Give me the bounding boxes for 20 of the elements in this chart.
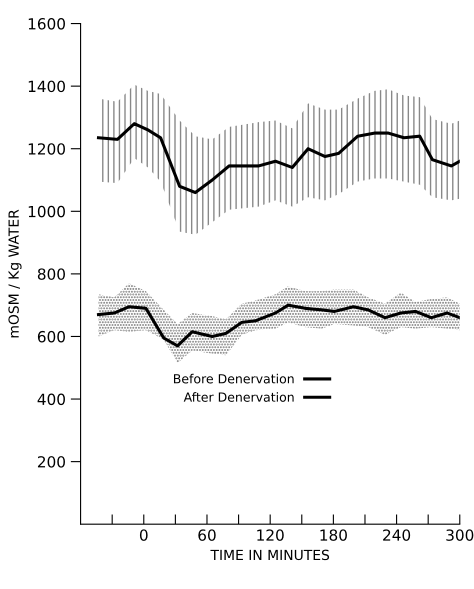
- y-tick-label: 200: [38, 456, 65, 468]
- legend-label: Before Denervation: [174, 374, 294, 384]
- y-tick-label: 600: [38, 330, 65, 342]
- y-tick-label: 1600: [28, 18, 65, 30]
- y-tick-label: 800: [38, 268, 65, 280]
- x-tick-label: 240: [383, 529, 410, 541]
- x-tick-label: 0: [140, 529, 148, 541]
- x-tick-label: 180: [320, 529, 347, 541]
- y-tick-label: 1200: [28, 143, 65, 155]
- y-tick-label: 1400: [28, 80, 65, 92]
- legend-label: After Denervation: [184, 392, 294, 402]
- x-tick-label: 120: [257, 529, 284, 541]
- x-axis-title: TIME IN MINUTES: [210, 550, 330, 560]
- x-tick-label: 60: [198, 529, 216, 541]
- y-tick-label: 400: [38, 394, 65, 406]
- y-tick-label: 1000: [28, 206, 65, 218]
- line-series: [96, 304, 460, 348]
- x-tick-label: 300: [446, 529, 474, 541]
- y-axis-title: mOSM / Kg WATER: [8, 210, 22, 338]
- line-series: [96, 122, 460, 194]
